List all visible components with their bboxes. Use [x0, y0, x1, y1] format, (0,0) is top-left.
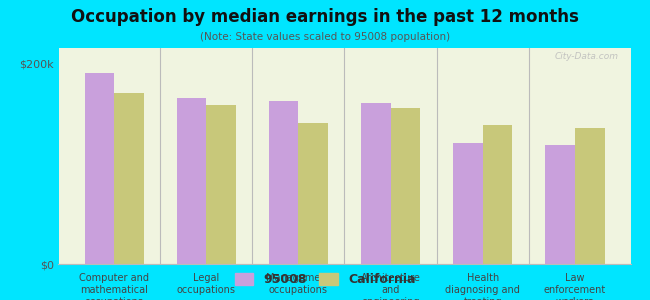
Bar — [545, 146, 575, 264]
Text: Law
enforcement
workers
including
supervisors: Law enforcement workers including superv… — [544, 273, 606, 300]
Text: (Note: State values scaled to 95008 population): (Note: State values scaled to 95008 popu… — [200, 32, 450, 41]
Bar — [453, 143, 483, 264]
Bar — [361, 103, 391, 264]
Legend: 95008, California: 95008, California — [229, 268, 421, 291]
Bar — [114, 93, 144, 264]
Text: Computer and
mathematical
occupations: Computer and mathematical occupations — [79, 273, 149, 300]
Text: Legal
occupations: Legal occupations — [177, 273, 236, 295]
Text: Occupation by median earnings in the past 12 months: Occupation by median earnings in the pas… — [71, 8, 579, 26]
Bar — [206, 105, 236, 264]
Bar — [391, 108, 420, 264]
Text: Architecture
and
engineering
occupations: Architecture and engineering occupations — [361, 273, 421, 300]
Bar — [575, 128, 604, 264]
Text: Management
occupations: Management occupations — [266, 273, 331, 295]
Bar — [298, 123, 328, 264]
Bar — [269, 101, 298, 264]
Bar — [177, 98, 206, 264]
Text: City-Data.com: City-Data.com — [555, 52, 619, 61]
Bar — [84, 73, 114, 264]
Text: Health
diagnosing and
treating
practitioners
and other
technical
occupations: Health diagnosing and treating practitio… — [445, 273, 520, 300]
Bar — [483, 125, 512, 264]
